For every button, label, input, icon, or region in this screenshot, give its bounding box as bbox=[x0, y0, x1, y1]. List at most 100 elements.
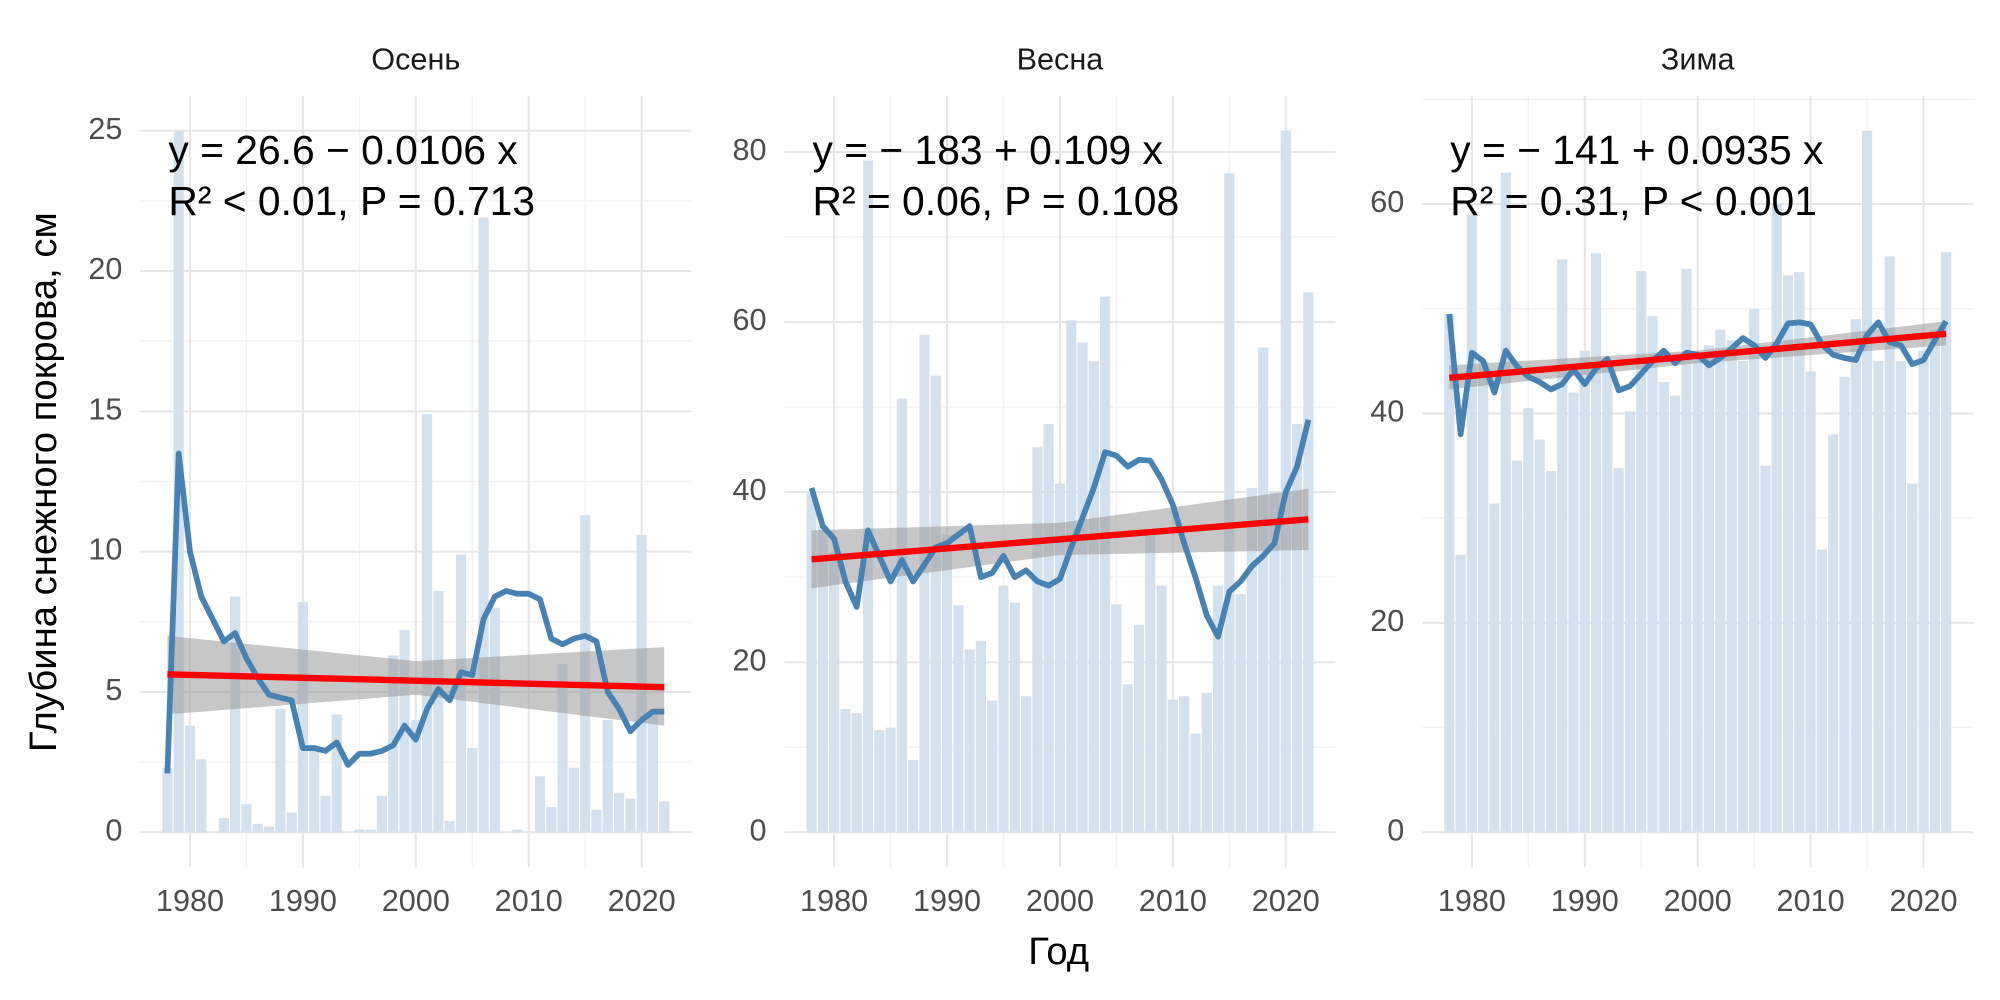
bar bbox=[489, 607, 500, 833]
bar bbox=[1703, 345, 1715, 833]
bar bbox=[1557, 259, 1568, 833]
bar bbox=[1681, 268, 1692, 833]
x-axis-label: Год bbox=[1028, 930, 1089, 973]
bar bbox=[1523, 408, 1534, 833]
bar bbox=[885, 727, 896, 833]
bar bbox=[1613, 467, 1624, 833]
bar bbox=[162, 767, 173, 833]
x-tick-label: 1990 bbox=[1551, 884, 1619, 918]
bar bbox=[410, 720, 421, 833]
bar bbox=[1624, 411, 1636, 833]
y-axis-label: Глубина снежного покрова, см bbox=[22, 212, 65, 752]
bar bbox=[1066, 320, 1077, 833]
bar bbox=[1873, 361, 1884, 833]
bar bbox=[941, 534, 953, 833]
bar bbox=[1658, 382, 1669, 833]
bar bbox=[647, 711, 659, 833]
bar bbox=[1884, 256, 1895, 833]
equation: y = − 183 + 0.109 x bbox=[813, 127, 1163, 173]
bar bbox=[1246, 487, 1257, 833]
bar bbox=[1466, 214, 1477, 833]
bar bbox=[354, 829, 365, 833]
bar bbox=[230, 596, 241, 833]
bar bbox=[919, 334, 930, 833]
bar bbox=[817, 526, 828, 833]
bar bbox=[1534, 439, 1545, 833]
bar bbox=[1190, 733, 1201, 833]
y-tick-label: 60 bbox=[1370, 185, 1404, 219]
smooth-line bbox=[164, 450, 665, 774]
bar bbox=[1602, 361, 1613, 833]
bar bbox=[331, 714, 342, 833]
bar bbox=[1636, 271, 1647, 833]
bar bbox=[241, 804, 252, 833]
bar bbox=[1100, 296, 1111, 833]
bar bbox=[1156, 585, 1167, 833]
bar bbox=[1280, 130, 1291, 833]
fit-line bbox=[1449, 330, 1947, 382]
y-tick-label: 20 bbox=[733, 643, 767, 677]
bar bbox=[1579, 350, 1590, 833]
bar bbox=[422, 414, 433, 833]
bar bbox=[252, 823, 263, 833]
bar bbox=[1647, 316, 1658, 833]
bar bbox=[1816, 549, 1827, 833]
bar bbox=[896, 398, 907, 833]
bar bbox=[1749, 308, 1760, 833]
bar bbox=[1545, 471, 1556, 833]
bar bbox=[1511, 460, 1523, 833]
y-tick-label: 40 bbox=[1370, 395, 1404, 429]
bar bbox=[1201, 692, 1212, 833]
bar bbox=[1760, 465, 1771, 833]
bar bbox=[1032, 447, 1043, 833]
bar bbox=[1941, 252, 1952, 833]
facet-title: Осень bbox=[371, 42, 460, 76]
bar bbox=[613, 792, 625, 833]
bar bbox=[953, 605, 964, 833]
y-tick-label: 25 bbox=[88, 112, 122, 146]
x-tick-label: 1990 bbox=[913, 884, 981, 918]
bar bbox=[930, 375, 941, 833]
bar bbox=[1235, 594, 1246, 833]
y-tick-label: 10 bbox=[88, 533, 122, 567]
bar bbox=[1455, 554, 1466, 833]
bar bbox=[1794, 272, 1805, 833]
bar bbox=[433, 590, 444, 833]
bar bbox=[840, 708, 851, 833]
fit-line bbox=[167, 671, 665, 691]
equation: y = 26.6 − 0.0106 x bbox=[168, 127, 517, 173]
bar bbox=[908, 759, 919, 833]
bar bbox=[1591, 253, 1602, 833]
bar bbox=[1489, 503, 1500, 833]
bar bbox=[1692, 361, 1703, 833]
x-tick-label: 2020 bbox=[1252, 884, 1320, 918]
y-tick-label: 20 bbox=[1370, 604, 1404, 638]
bar bbox=[320, 795, 331, 833]
bar bbox=[546, 807, 557, 833]
bar bbox=[218, 818, 229, 833]
bar bbox=[1568, 392, 1579, 833]
bar bbox=[1918, 350, 1929, 833]
bar bbox=[1861, 130, 1873, 833]
x-tick-label: 1980 bbox=[800, 884, 868, 918]
facet-title: Зима bbox=[1661, 42, 1736, 76]
x-tick-label: 2020 bbox=[608, 884, 676, 918]
statistics: R² = 0.06, P = 0.108 bbox=[813, 178, 1180, 224]
bar bbox=[557, 663, 568, 833]
bar bbox=[1020, 696, 1032, 833]
bar bbox=[1133, 624, 1145, 833]
facet-title: Весна bbox=[1017, 42, 1105, 76]
bar bbox=[1895, 361, 1907, 833]
x-tick-label: 1980 bbox=[156, 884, 224, 918]
bar bbox=[874, 730, 885, 833]
bar bbox=[1122, 684, 1133, 833]
smooth-line bbox=[808, 419, 1312, 640]
bar bbox=[1850, 319, 1861, 833]
bar bbox=[1500, 172, 1511, 833]
bar bbox=[1929, 329, 1940, 833]
x-tick-label: 2000 bbox=[1026, 884, 1094, 918]
bar bbox=[1077, 342, 1088, 833]
statistics: R² = 0.31, P < 0.001 bbox=[1450, 178, 1817, 224]
bar bbox=[602, 720, 613, 833]
